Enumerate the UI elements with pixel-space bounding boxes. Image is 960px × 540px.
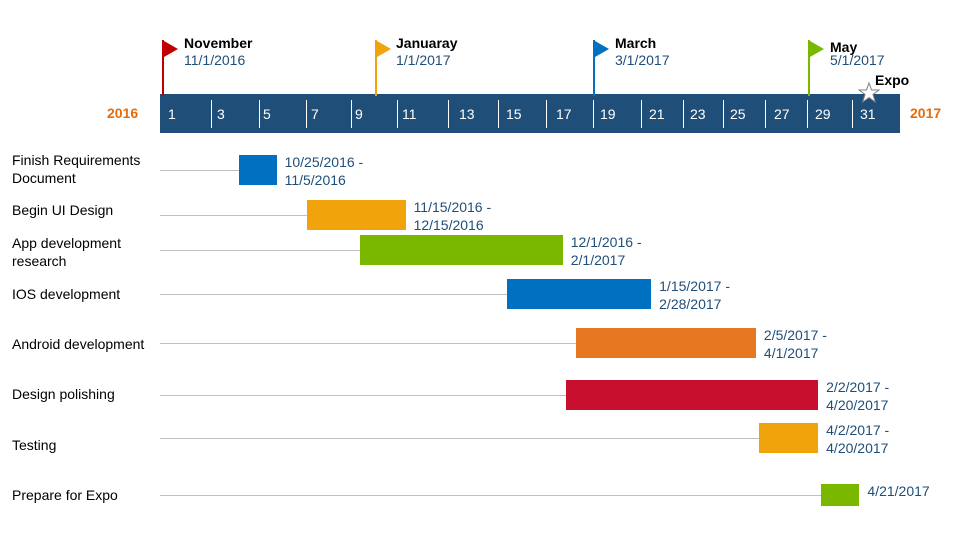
milestone-flag-pole	[593, 40, 595, 96]
task-bar	[821, 484, 860, 506]
task-guide-line	[160, 294, 508, 295]
timeline-tick-separator	[723, 100, 724, 128]
milestone-flag-icon	[164, 41, 178, 57]
task-bar	[359, 235, 563, 265]
task-name-label: Finish Requirements Document	[12, 152, 141, 186]
task-name-label: Testing	[12, 437, 57, 453]
timeline-tick-separator	[351, 100, 352, 128]
expo-milestone-label: Expo	[875, 72, 910, 88]
task-date-range-end: 2/28/2017	[659, 296, 722, 312]
timeline-tick-separator	[852, 100, 853, 128]
milestone-name: March	[615, 35, 657, 51]
timeline-tick-label: 9	[355, 106, 363, 122]
milestone-flag-icon	[810, 41, 824, 57]
task-date-range-start: 10/25/2016 -	[284, 154, 364, 170]
timeline-tick-separator	[546, 100, 547, 128]
timeline-tick-label: 29	[815, 106, 831, 122]
milestone-flag-pole	[375, 40, 377, 96]
task-date-range-start: 4/2/2017 -	[826, 422, 890, 438]
timeline-tick-separator	[765, 100, 766, 128]
task-name-label: Begin UI Design	[12, 202, 114, 218]
timeline-tick-label: 21	[649, 106, 665, 122]
task-guide-line	[160, 343, 576, 344]
task-date-range-start: 2/2/2017 -	[826, 379, 890, 395]
timeline-tick-label: 1	[168, 106, 176, 122]
task-date-range-end: 4/1/2017	[763, 345, 819, 361]
timeline-tick-separator	[259, 100, 260, 128]
timeline-tick-label: 7	[311, 106, 319, 122]
timeline-tick-separator	[397, 100, 398, 128]
timeline-tick-separator	[807, 100, 808, 128]
timeline-tick-label: 25	[730, 106, 746, 122]
milestone-date: 5/1/2017	[830, 52, 885, 68]
task-date-range-start: 11/15/2016 -	[413, 199, 492, 215]
task-guide-line	[160, 170, 239, 171]
milestone-flag-icon	[595, 41, 609, 57]
timeline-scale-bar	[160, 94, 900, 133]
timeline-tick-label: 27	[774, 106, 790, 122]
timeline-tick-label: 11	[402, 106, 417, 122]
task-date-range-start: 12/1/2016 -	[570, 234, 642, 250]
milestone-flag-pole	[162, 40, 164, 96]
task-date-range-start: 2/5/2017 -	[763, 327, 827, 343]
task-guide-line	[160, 395, 567, 396]
task-date-range-end: 2/1/2017	[570, 252, 626, 268]
task-date-range-end: 4/20/2017	[826, 440, 889, 456]
milestone-flag-icon	[377, 41, 391, 57]
milestone-name: Januaray	[396, 35, 458, 51]
task-date-range-end: 11/5/2016	[284, 172, 346, 188]
task-bar	[566, 380, 819, 410]
milestone-name: May	[830, 39, 858, 55]
task-bar	[575, 328, 756, 358]
timeline-tick-label: 19	[600, 106, 616, 122]
star-icon	[858, 82, 880, 104]
timeline-tick-separator	[641, 100, 642, 128]
start-year-label: 2016	[107, 105, 139, 121]
task-name-label: Prepare for Expo	[12, 487, 118, 503]
milestone-name: November	[184, 35, 253, 51]
timeline-tick-separator	[683, 100, 684, 128]
task-date-range-start: 1/15/2017 -	[659, 278, 730, 294]
timeline-tick-label: 15	[506, 106, 522, 122]
task-guide-line	[160, 438, 760, 439]
timeline-tick-separator	[593, 100, 594, 128]
timeline-tick-label: 17	[556, 106, 572, 122]
task-date-range-start: 4/21/2017	[867, 483, 930, 499]
timeline-tick-label: 31	[860, 106, 876, 122]
milestone-date: 11/1/2016	[184, 52, 246, 68]
timeline-tick-label: 13	[459, 106, 475, 122]
task-date-range-end: 12/15/2016	[413, 217, 484, 233]
task-guide-line	[160, 250, 360, 251]
timeline-tick-label: 23	[690, 106, 706, 122]
task-name-label: Android development	[12, 336, 145, 352]
task-name-label: IOS development	[12, 286, 121, 302]
timeline-tick-separator	[211, 100, 212, 128]
task-date-range-end: 4/20/2017	[826, 397, 889, 413]
task-name-label: App development research	[12, 235, 121, 269]
task-bar	[238, 155, 277, 185]
timeline-tick-separator	[306, 100, 307, 128]
task-name-label: Design polishing	[12, 386, 115, 402]
timeline-tick-label: 3	[217, 106, 225, 122]
task-guide-line	[160, 495, 822, 496]
task-bar	[307, 200, 406, 230]
task-bar	[507, 279, 652, 309]
task-guide-line	[160, 215, 308, 216]
timeline-tick-separator	[498, 100, 499, 128]
task-bar	[759, 423, 819, 453]
milestone-date: 3/1/2017	[615, 52, 670, 68]
milestone-date: 1/1/2017	[396, 52, 451, 68]
timeline-tick-label: 5	[263, 106, 271, 122]
timeline-tick-separator	[448, 100, 449, 128]
end-year-label: 2017	[910, 105, 942, 121]
milestone-flag-pole	[808, 40, 810, 96]
